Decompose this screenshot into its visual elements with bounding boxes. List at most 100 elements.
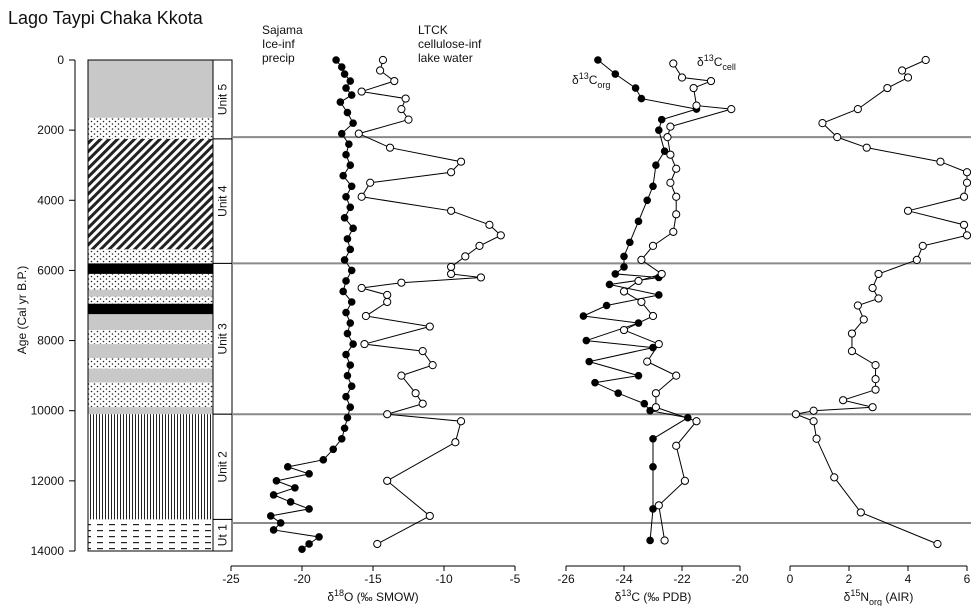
data-point xyxy=(340,256,349,264)
series-label: precip xyxy=(262,51,295,65)
data-point xyxy=(651,389,661,398)
data-point xyxy=(856,508,865,517)
data-point xyxy=(921,55,930,65)
y-tick-label: 2000 xyxy=(37,123,64,137)
data-point xyxy=(626,238,634,247)
text-part: C xyxy=(714,55,723,69)
data-point xyxy=(883,83,892,93)
data-point xyxy=(663,133,672,142)
text-sup: 18 xyxy=(334,588,344,598)
data-point xyxy=(903,206,913,215)
x-tick-label: -24 xyxy=(615,572,633,586)
data-point xyxy=(669,227,678,236)
data-point xyxy=(343,413,352,422)
data-point xyxy=(830,473,839,482)
data-point xyxy=(591,378,599,387)
series-label: δ13Corg xyxy=(572,71,610,90)
data-point xyxy=(342,392,350,401)
data-point xyxy=(839,396,848,405)
data-point xyxy=(672,441,681,450)
data-point xyxy=(347,382,356,390)
data-point xyxy=(447,206,456,215)
text-part: δ xyxy=(697,55,704,69)
text-sup: 13 xyxy=(704,53,714,63)
lithology-layer xyxy=(88,289,213,297)
data-point xyxy=(692,101,701,110)
data-point xyxy=(871,375,880,384)
data-point xyxy=(461,252,470,261)
lithology-layer xyxy=(88,138,213,250)
data-point xyxy=(619,287,629,296)
data-point xyxy=(692,417,701,426)
y-tick-label: 14000 xyxy=(31,544,65,558)
data-point xyxy=(936,157,945,166)
data-point xyxy=(340,214,349,222)
data-point xyxy=(602,301,611,310)
data-point xyxy=(871,385,880,394)
chart-title: Lago Taypi Chaka Kkota xyxy=(8,8,204,28)
data-point xyxy=(847,346,857,356)
data-point xyxy=(619,325,629,335)
data-point xyxy=(912,255,921,265)
series-label: LTCK xyxy=(418,23,448,37)
data-point xyxy=(871,361,880,370)
data-point xyxy=(898,66,907,75)
data-point xyxy=(337,63,346,71)
data-point xyxy=(383,297,392,307)
data-point xyxy=(918,241,927,250)
data-point xyxy=(637,255,646,265)
unit-box xyxy=(212,518,233,552)
lithology-layer xyxy=(88,60,213,118)
lithology-layer xyxy=(88,314,213,331)
data-point xyxy=(654,339,663,349)
text-part: δ xyxy=(572,73,579,87)
lithology-layer xyxy=(88,249,213,264)
data-point xyxy=(447,168,456,177)
lithology-layer xyxy=(88,303,213,315)
data-point xyxy=(418,346,427,356)
data-point xyxy=(847,329,857,338)
data-point xyxy=(346,361,355,369)
y-tick-label: 0 xyxy=(57,53,64,67)
data-point xyxy=(425,322,434,331)
data-point xyxy=(376,66,385,75)
data-point xyxy=(579,312,588,320)
y-tick-label: 6000 xyxy=(37,263,64,277)
series-line xyxy=(794,59,968,545)
data-point xyxy=(853,301,862,310)
data-point xyxy=(657,115,666,124)
data-point xyxy=(672,192,681,201)
data-point xyxy=(475,241,484,250)
data-point xyxy=(337,434,346,443)
data-point xyxy=(818,119,827,128)
unit-label: Ut 1 xyxy=(216,524,230,546)
data-point xyxy=(620,252,628,261)
data-point xyxy=(272,477,281,485)
data-point xyxy=(354,129,363,138)
data-point xyxy=(634,276,643,286)
data-point xyxy=(343,108,352,117)
data-point xyxy=(349,224,357,233)
data-point xyxy=(329,445,338,454)
data-point xyxy=(428,361,437,370)
text-sub: org xyxy=(869,597,882,606)
data-point xyxy=(383,476,392,485)
lithology-layer xyxy=(88,273,213,290)
data-point xyxy=(620,263,628,271)
data-point xyxy=(862,143,871,152)
data-point xyxy=(651,403,661,412)
data-point xyxy=(332,56,340,64)
data-point xyxy=(594,56,602,64)
x-tick-label: -25 xyxy=(222,572,240,586)
data-point xyxy=(305,505,313,513)
unit-label: Unit 5 xyxy=(216,83,230,115)
data-point xyxy=(634,371,643,380)
data-point xyxy=(637,94,646,103)
data-point xyxy=(451,438,460,447)
data-point xyxy=(643,196,652,205)
data-point xyxy=(666,178,675,187)
x-tick-label: -15 xyxy=(364,572,382,586)
data-point xyxy=(666,122,675,131)
data-point xyxy=(305,540,313,548)
